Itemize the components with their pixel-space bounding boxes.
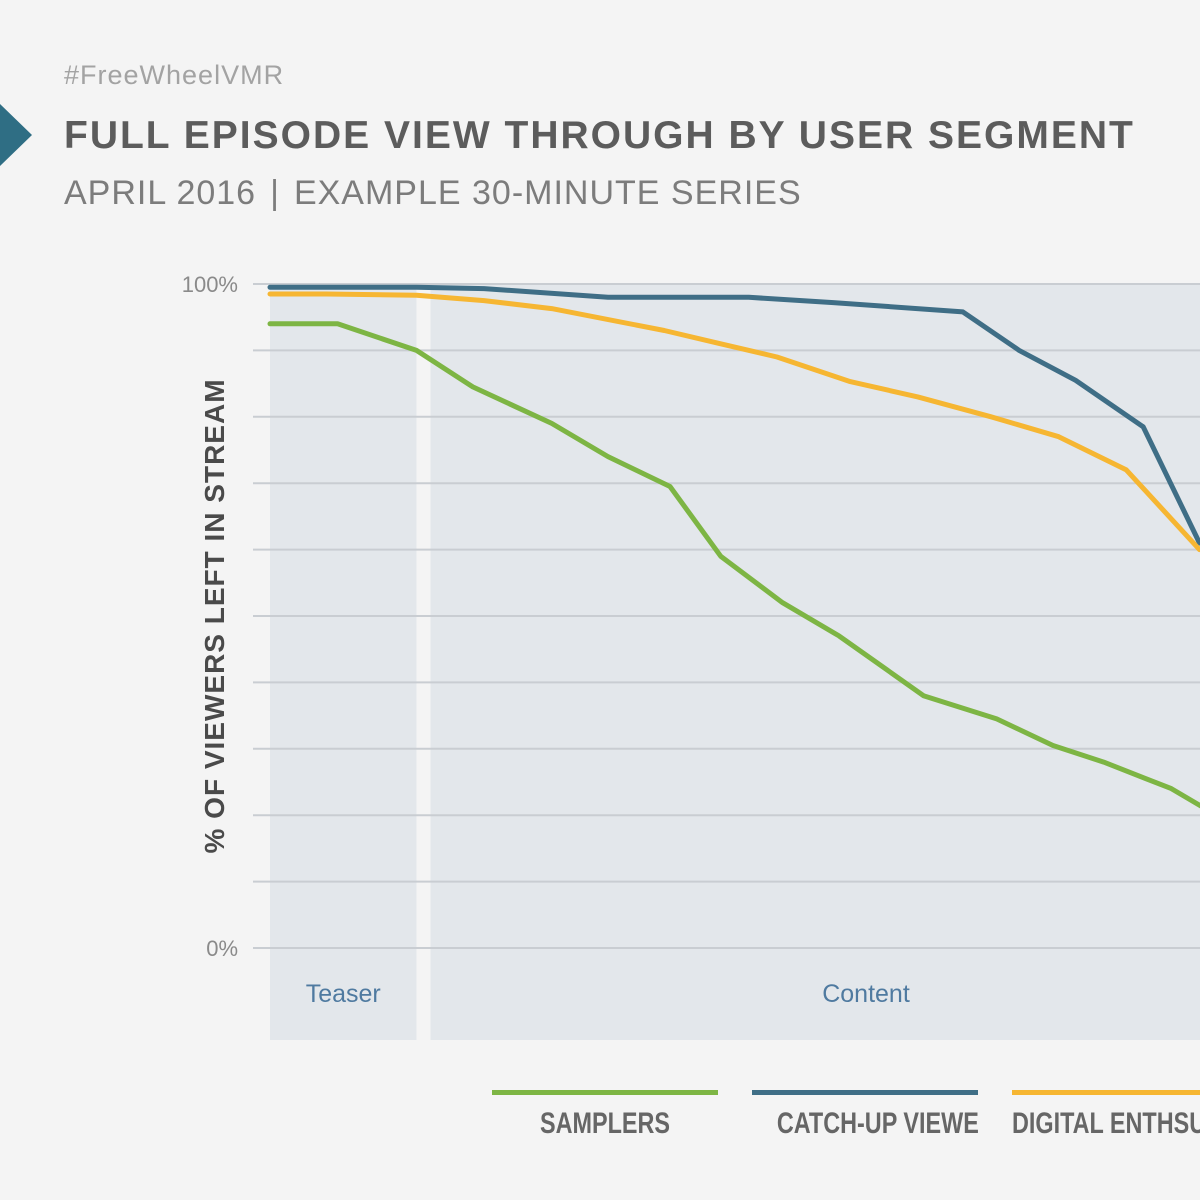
series-line-catch-up-viewers	[267, 284, 1200, 546]
legend-label: DIGITAL ENTHSUAISTS	[1012, 1107, 1200, 1140]
legend-label: SAMPLERS	[539, 1107, 671, 1140]
arrow-marker-icon	[0, 104, 32, 166]
legend-swatch	[492, 1090, 718, 1095]
y-tick-label: 0%	[206, 936, 238, 961]
series-line-samplers	[267, 321, 1200, 809]
subtitle-series: EXAMPLE 30-MINUTE SERIES	[293, 174, 802, 212]
subtitle-separator: |	[270, 174, 280, 212]
arrow-shape	[0, 104, 32, 166]
hashtag: #FreeWheelVMR	[64, 60, 285, 90]
region-panel-content	[430, 284, 1200, 1040]
y-tick-label: 100%	[182, 272, 238, 297]
chart-subtitle: APRIL 2016 | EXAMPLE 30-MINUTE SERIES	[64, 174, 802, 213]
region-label-content: Content	[822, 980, 910, 1008]
chart-title: FULL EPISODE VIEW THROUGH BY USER SEGMEN…	[64, 114, 1135, 157]
legend-item: CATCH-UP VIEWERS	[752, 1090, 978, 1141]
region-label-teaser: Teaser	[306, 980, 381, 1008]
legend-item: DIGITAL ENTHSUAISTS	[1012, 1090, 1200, 1141]
legend-label: CATCH-UP VIEWERS	[776, 1107, 978, 1140]
series-line-digital-enthsuaists	[267, 291, 1200, 553]
legend-item: SAMPLERS	[492, 1090, 718, 1141]
legend-swatch	[752, 1090, 978, 1095]
y-axis-label: % OF VIEWERS LEFT IN STREAM	[199, 378, 230, 853]
region-panel-teaser	[270, 284, 417, 1040]
legend-swatch	[1012, 1090, 1200, 1095]
subtitle-date: APRIL 2016	[64, 174, 257, 212]
